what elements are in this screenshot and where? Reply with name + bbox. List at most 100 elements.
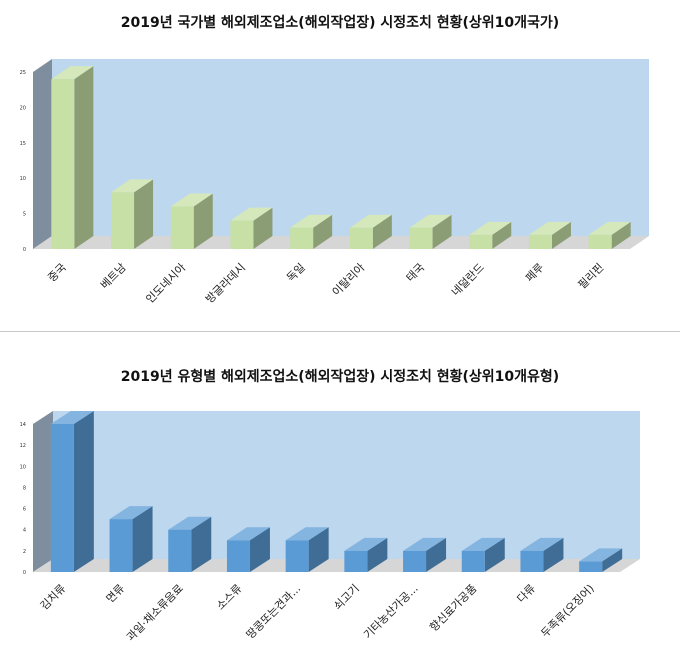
x-tick-label: 이탈리아: [330, 261, 368, 299]
bar-top: [168, 516, 212, 530]
bar-front: [290, 227, 314, 249]
y-tick-label: 10: [20, 176, 26, 182]
bar-front: [51, 79, 75, 249]
bar-front: [285, 540, 309, 572]
bar-front: [168, 529, 192, 572]
bar-front: [226, 540, 250, 572]
x-tick-label: 태국: [404, 261, 428, 285]
bar-top: [51, 66, 94, 80]
y-tick-label: 4: [23, 528, 26, 534]
bar-front: [109, 519, 133, 572]
x-tick-label: 페루: [523, 261, 547, 285]
bar-front: [111, 192, 135, 249]
side-wall: [33, 411, 53, 572]
bar-top: [588, 221, 631, 235]
y-tick-label: 12: [20, 443, 26, 449]
bar-side: [193, 193, 213, 249]
y-tick-label: 8: [23, 485, 26, 491]
x-tick-label: 향신료가공품: [427, 582, 479, 634]
bar-top: [230, 207, 273, 221]
bar: [528, 221, 571, 249]
bar-front: [588, 234, 612, 249]
bar-side: [191, 516, 212, 572]
bar-side: [432, 214, 452, 249]
bar-side: [132, 506, 153, 572]
y-tick-label: 5: [23, 212, 26, 218]
bar: [111, 179, 154, 249]
bar-front: [409, 227, 433, 249]
country-bar-chart: 0 5 10 15 20 25 중국 베트남 인도네시아 방글라데시 독일 이탈리아 태국 네덜란드 페루 필…: [20, 59, 649, 306]
x-tick-label: 인도네시아: [143, 261, 188, 306]
x-tick-label: 면류: [104, 582, 128, 606]
panel-divider: [0, 331, 680, 332]
y-tick-label: 14: [20, 422, 26, 428]
bar-side: [426, 537, 447, 572]
bar-top: [170, 193, 213, 207]
bar-side: [492, 221, 512, 249]
bar-front: [520, 550, 544, 572]
bar-front: [344, 550, 368, 572]
bar: [168, 516, 212, 572]
bar-side: [73, 411, 94, 572]
bar-side: [372, 214, 392, 249]
bar: [170, 193, 213, 249]
bar: [349, 214, 392, 249]
bar-side: [74, 66, 94, 249]
bar-front: [349, 227, 373, 249]
bar-top: [403, 537, 447, 551]
bar: [461, 537, 505, 572]
x-tick-label: 네덜란드: [449, 261, 487, 299]
chart-title: 2019년 국가별 해외제조업소(해외작업장) 시정조치 현황(상위10개국가): [120, 15, 560, 31]
bar: [409, 214, 452, 249]
y-tick-label: 2: [23, 549, 26, 555]
bar-side: [367, 537, 388, 572]
bar: [230, 207, 273, 249]
y-tick-label: 15: [20, 141, 26, 147]
bar-top: [109, 506, 153, 520]
bar-top: [528, 221, 571, 235]
bar-front: [170, 206, 194, 249]
bar-top: [344, 537, 388, 551]
bar-front: [403, 550, 427, 572]
bar-top: [520, 537, 564, 551]
bar: [344, 537, 388, 572]
bar-top: [469, 221, 512, 235]
bar: [403, 537, 447, 572]
x-tick-label: 두족류(오징어): [539, 582, 597, 640]
bar: [469, 221, 512, 249]
bar-side: [543, 537, 564, 572]
bar-top: [349, 214, 392, 228]
bar-front: [50, 424, 74, 572]
bar: [50, 411, 94, 572]
y-tick-label: 20: [20, 105, 26, 111]
bar: [109, 506, 153, 572]
bar-front: [579, 561, 603, 572]
bar-top: [226, 527, 270, 541]
x-tick-label: 땅콩또는견과...: [244, 582, 304, 642]
bar-top: [285, 527, 329, 541]
y-tick-label: 10: [20, 464, 26, 470]
bar-top: [111, 179, 154, 193]
x-tick-label: 베트남: [98, 261, 129, 292]
bar-top: [461, 537, 505, 551]
x-tick-label: 쇠고기: [331, 582, 362, 613]
country-chart-panel: 2019년 국가별 해외제조업소(해외작업장) 시정조치 현황(상위10개국가)…: [19, 15, 649, 306]
bar: [588, 221, 631, 249]
bar-front: [461, 550, 485, 572]
bar: [226, 527, 270, 572]
bar: [520, 537, 564, 572]
side-wall: [33, 59, 52, 249]
x-tick-label: 과일·채소류음료: [123, 581, 185, 643]
bar: [579, 548, 623, 572]
x-tick-label: 김치류: [38, 582, 69, 613]
chart-title: 2019년 유형별 해외제조업소(해외작업장) 시정조치 현황(상위10개유형): [120, 369, 560, 385]
bar-top: [290, 214, 333, 228]
bar: [290, 214, 333, 249]
x-tick-label: 필리핀: [576, 261, 607, 292]
x-tick-label: 기타농산가공...: [361, 582, 421, 642]
y-tick-label: 0: [23, 247, 26, 253]
x-tick-label: 방글라데시: [203, 261, 248, 306]
bar-side: [308, 527, 329, 572]
bar-side: [484, 537, 505, 572]
